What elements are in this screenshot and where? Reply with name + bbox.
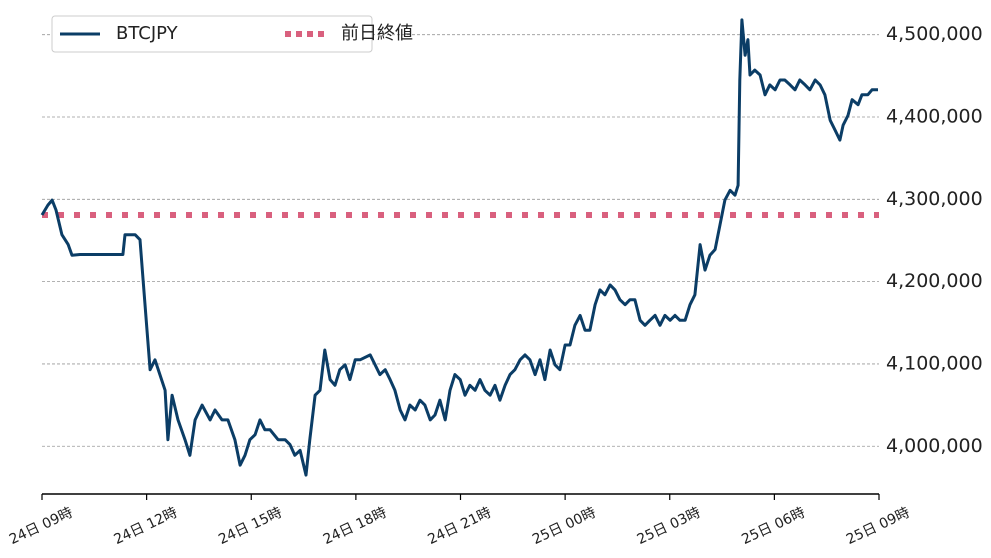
y-tick-label: 4,400,000 (886, 106, 983, 128)
y-tick-label: 4,500,000 (886, 23, 983, 45)
x-tick-label: 24日 12時 (112, 505, 180, 548)
y-tick-label: 4,000,000 (886, 435, 983, 457)
legend-label: 前日終値 (341, 23, 413, 44)
legend-label: BTCJPY (116, 23, 179, 44)
x-tick-label: 25日 03時 (635, 505, 703, 548)
x-tick-label: 24日 18時 (321, 505, 389, 548)
y-tick-label: 4,200,000 (886, 270, 983, 292)
x-tick-label: 25日 09時 (844, 505, 912, 548)
x-tick-label: 25日 06時 (739, 505, 807, 548)
x-tick-label: 24日 21時 (425, 505, 493, 548)
legend-box (51, 15, 373, 53)
x-tick-label: 24日 09時 (7, 505, 75, 548)
series-line (40, 18, 878, 477)
x-tick-label: 24日 15時 (216, 505, 284, 548)
y-tick-label: 4,100,000 (886, 352, 983, 374)
x-tick-label: 25日 00時 (530, 505, 598, 548)
legend: BTCJPY 前日終値 (51, 15, 413, 53)
y-tick-label: 4,300,000 (886, 188, 983, 210)
